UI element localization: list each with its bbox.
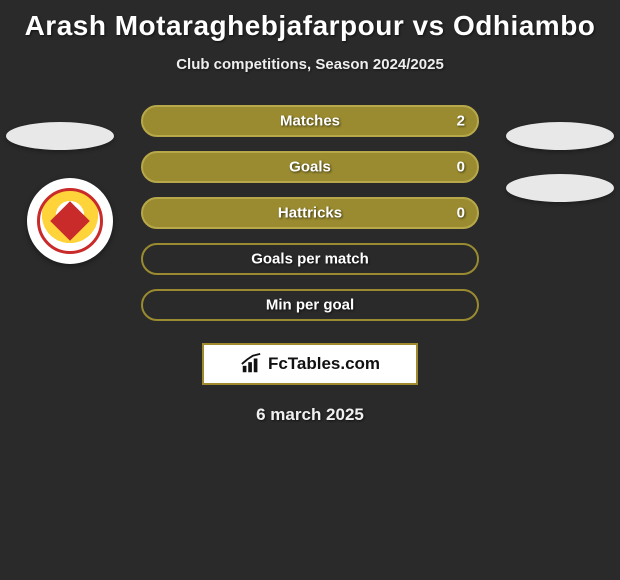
stat-label: Goals per match bbox=[251, 251, 369, 268]
subtitle: Club competitions, Season 2024/2025 bbox=[0, 56, 620, 73]
stat-row: Matches 2 bbox=[141, 105, 479, 137]
stat-label: Min per goal bbox=[266, 297, 354, 314]
stat-label: Hattricks bbox=[278, 205, 342, 222]
player-left-ellipse bbox=[6, 122, 114, 150]
stat-label: Goals bbox=[289, 159, 331, 176]
stat-label: Matches bbox=[280, 113, 340, 130]
player-right-ellipse-2 bbox=[506, 174, 614, 202]
stat-value: 0 bbox=[457, 205, 465, 222]
date: 6 march 2025 bbox=[0, 405, 620, 425]
stat-value: 2 bbox=[457, 113, 465, 130]
club-badge bbox=[27, 178, 113, 264]
brand-box: FcTables.com bbox=[202, 343, 418, 385]
chart-icon bbox=[240, 353, 262, 375]
club-badge-inner bbox=[37, 188, 103, 254]
stat-row: Goals per match bbox=[141, 243, 479, 275]
page-title: Arash Motaraghebjafarpour vs Odhiambo bbox=[0, 0, 620, 42]
brand-text: FcTables.com bbox=[268, 354, 380, 374]
stat-row: Min per goal bbox=[141, 289, 479, 321]
player-right-ellipse-1 bbox=[506, 122, 614, 150]
content-root: Arash Motaraghebjafarpour vs Odhiambo Cl… bbox=[0, 0, 620, 580]
stat-row: Hattricks 0 bbox=[141, 197, 479, 229]
stat-row: Goals 0 bbox=[141, 151, 479, 183]
stat-value: 0 bbox=[457, 159, 465, 176]
